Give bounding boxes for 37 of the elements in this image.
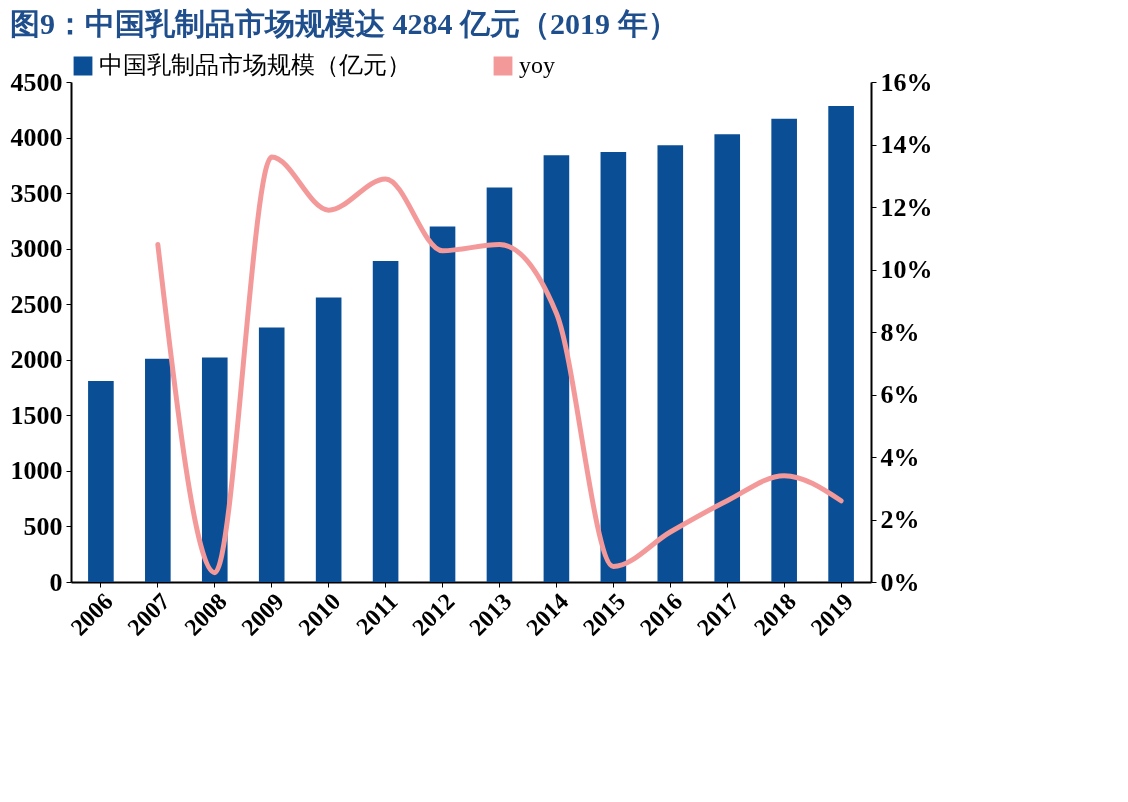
y-tick-label: 2500 — [10, 289, 63, 319]
bar — [828, 106, 854, 582]
bar — [771, 118, 797, 582]
bar — [486, 187, 513, 582]
x-tick-label: 2011 — [351, 588, 403, 640]
y2-tick-label: 14% — [880, 130, 933, 159]
bar — [145, 358, 171, 582]
y2-tick-label: 2% — [880, 505, 920, 534]
y-tick-label: 1000 — [10, 456, 63, 486]
y2-tick-label: 16% — [880, 67, 933, 97]
y2-tick-label: 12% — [880, 192, 933, 222]
y-tick-label: 2000 — [10, 345, 63, 375]
bar — [258, 327, 285, 582]
y-tick-label: 4000 — [10, 123, 63, 153]
bar — [88, 380, 114, 582]
bar — [657, 145, 684, 582]
bar — [315, 297, 342, 582]
bar — [600, 152, 627, 582]
legend-label: yoy — [519, 52, 555, 78]
y2-tick-label: 0% — [880, 567, 920, 597]
bar — [201, 357, 228, 582]
y2-tick-label: 8% — [880, 317, 920, 347]
bar — [372, 260, 399, 582]
y-tick-label: 1500 — [10, 400, 63, 430]
legend-label: 中国乳制品市场规模（亿元） — [99, 52, 411, 78]
y-tick-label: 4500 — [10, 67, 63, 97]
bar — [543, 155, 570, 582]
y2-tick-label: 10% — [880, 255, 933, 284]
y2-tick-label: 6% — [880, 380, 920, 409]
y-tick-label: 3500 — [10, 178, 63, 208]
y-tick-label: 500 — [23, 511, 63, 541]
y2-tick-label: 4% — [880, 442, 920, 472]
y-tick-label: 0 — [49, 567, 63, 597]
chart-title: 图9：中国乳制品市场规模达 4284 亿元（2019 年） — [10, 7, 678, 40]
bar — [714, 134, 741, 582]
y-tick-label: 3000 — [10, 234, 63, 264]
bar — [429, 226, 456, 582]
